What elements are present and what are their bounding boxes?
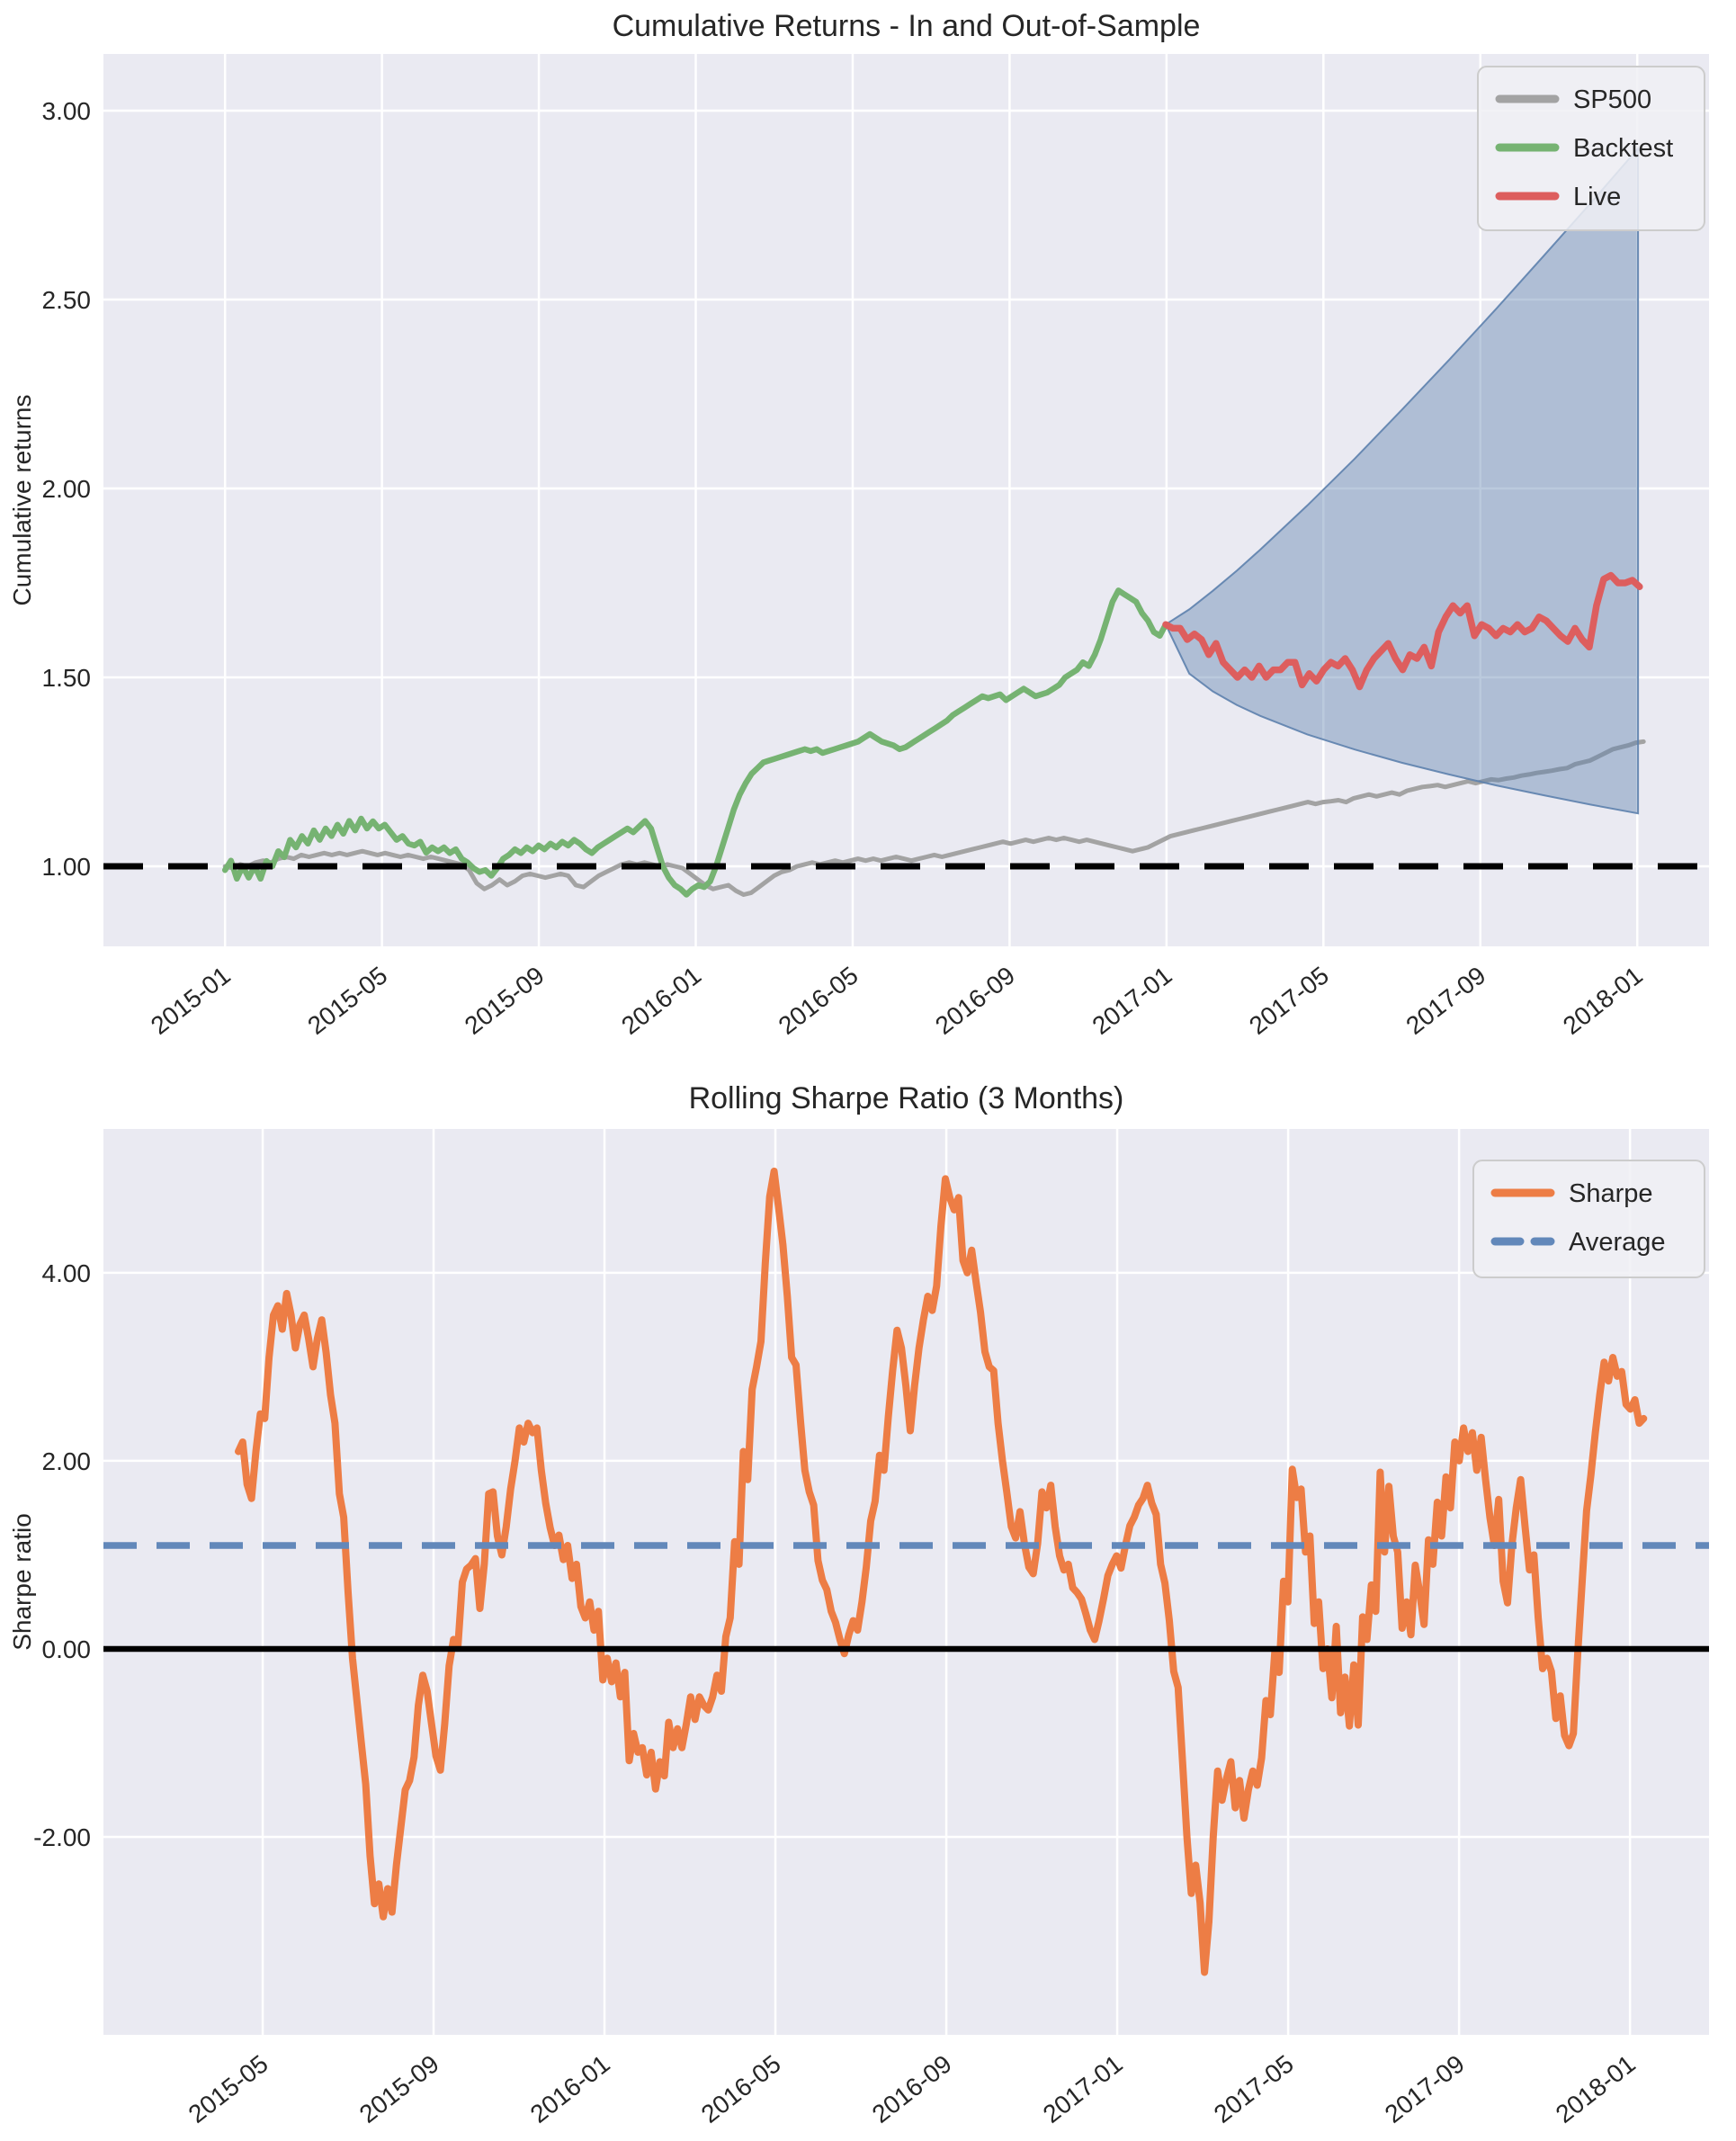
series-line-sharpe [235,1168,1648,1976]
x-tick-label: 2018-01 [1558,961,1648,1040]
x-tick-label: 2017-09 [1400,961,1490,1040]
y-tick-label: 2.00 [42,1447,92,1475]
x-tick-label: 2015-01 [146,961,236,1040]
x-tick-label: 2016-01 [616,961,706,1040]
x-tick-label: 2015-05 [302,961,392,1040]
forecast-cone [1164,146,1640,815]
x-tick-label: 2016-05 [774,961,864,1040]
y-axis-title: Sharpe ratio [8,1513,36,1651]
x-tick-label: 2017-01 [1038,2049,1128,2128]
x-tick-label: 2018-01 [1551,2049,1641,2128]
x-tick-label: 2016-05 [696,2049,786,2128]
legend-box [1472,1160,1705,1278]
y-tick-label: 2.50 [42,286,92,314]
legend-label-sp500: SP500 [1573,85,1651,114]
series-line-live [1162,571,1643,691]
rolling-sharpe-chart: Rolling Sharpe Ratio (3 Months) Sharpe ra… [8,1081,1709,2128]
y-tick-label: 3.00 [42,97,92,125]
x-tick-label: 2015-09 [460,961,550,1040]
y-axis-title: Cumulative returns [8,395,36,606]
y-tick-label: 2.00 [42,475,92,503]
series-line-backtest [221,587,1169,898]
x-tick-label: 2016-09 [867,2049,957,2128]
x-tick-label: 2017-09 [1380,2049,1470,2128]
legend-label-sharpe: Sharpe [1569,1179,1653,1208]
x-tick-label: 2017-05 [1209,2049,1299,2128]
plot-area [103,54,1709,946]
cumulative-returns-chart: Cumulative Returns - In and Out-of-Sampl… [8,9,1709,1040]
legend-box [1477,66,1705,231]
chart-title: Rolling Sharpe Ratio (3 Months) [689,1081,1124,1115]
chart-title: Cumulative Returns - In and Out-of-Sampl… [613,9,1201,43]
y-tick-label: 0.00 [42,1635,92,1663]
legend-label-live: Live [1573,183,1621,211]
x-tick-label: 2017-01 [1087,961,1177,1040]
x-tick-label: 2017-05 [1244,961,1334,1040]
y-tick-label: 4.00 [42,1259,92,1287]
legend-label-backtest: Backtest [1573,134,1673,163]
x-tick-label: 2015-05 [183,2049,273,2128]
x-tick-label: 2016-09 [930,961,1020,1040]
y-tick-label: 1.00 [42,853,92,881]
x-tick-label: 2015-09 [354,2049,444,2128]
legend-label-average: Average [1569,1228,1666,1257]
x-tick-label: 2016-01 [525,2049,615,2128]
y-tick-label: -2.00 [33,1823,91,1851]
y-tick-label: 1.50 [42,664,92,692]
